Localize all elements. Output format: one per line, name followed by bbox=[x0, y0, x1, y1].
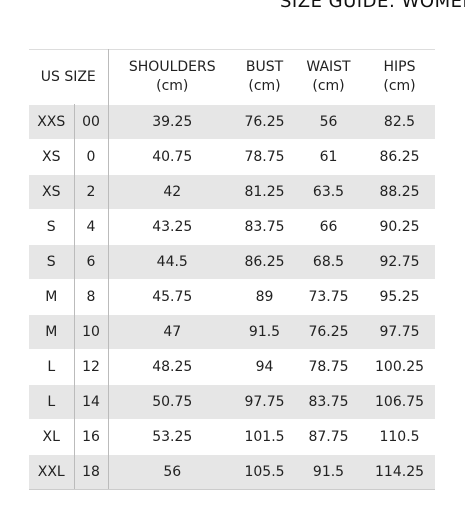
shoulders-value: 47 bbox=[108, 314, 237, 350]
hips-value: 92.75 bbox=[364, 244, 436, 280]
waist-value: 87.75 bbox=[293, 419, 365, 455]
header-bust-unit: (cm) bbox=[248, 78, 281, 94]
shoulders-value: 48.25 bbox=[108, 349, 237, 385]
hips-value: 88.25 bbox=[364, 174, 436, 210]
size-number: 8 bbox=[74, 279, 109, 315]
table-row: XXL 18 56 105.5 91.5 114.25 bbox=[29, 454, 436, 490]
table-row: XS 0 40.75 78.75 61 86.25 bbox=[29, 139, 436, 175]
table-row: S 6 44.5 86.25 68.5 92.75 bbox=[29, 244, 436, 280]
size-label: XXS bbox=[29, 104, 75, 140]
table-row: L 14 50.75 97.75 83.75 106.75 bbox=[29, 384, 436, 420]
size-label: XS bbox=[29, 174, 75, 210]
header-shoulders: SHOULDERS (cm) bbox=[108, 49, 237, 105]
header-hips-label: HIPS bbox=[383, 59, 416, 75]
hips-value: 110.5 bbox=[364, 419, 436, 455]
page-title: SIZE GUIDE: WOMEN bbox=[280, 0, 465, 12]
header-shoulders-label: SHOULDERS bbox=[128, 59, 216, 75]
shoulders-value: 45.75 bbox=[108, 279, 237, 315]
size-number: 18 bbox=[74, 454, 109, 490]
shoulders-value: 43.25 bbox=[108, 209, 237, 245]
header-shoulders-unit: (cm) bbox=[156, 78, 189, 94]
header-us-size: US SIZE bbox=[29, 49, 109, 105]
size-label: XXL bbox=[29, 454, 75, 490]
table-row: XL 16 53.25 101.5 87.75 110.5 bbox=[29, 419, 436, 455]
size-number: 16 bbox=[74, 419, 109, 455]
shoulders-value: 39.25 bbox=[108, 104, 237, 140]
size-label: M bbox=[29, 314, 75, 350]
bust-value: 89 bbox=[236, 279, 294, 315]
size-number: 14 bbox=[74, 384, 109, 420]
size-label: XL bbox=[29, 419, 75, 455]
size-number: 12 bbox=[74, 349, 109, 385]
hips-value: 100.25 bbox=[364, 349, 436, 385]
waist-value: 78.75 bbox=[293, 349, 365, 385]
header-hips-unit: (cm) bbox=[383, 78, 416, 94]
header-bust-label: BUST bbox=[245, 59, 284, 75]
size-number: 2 bbox=[74, 174, 109, 210]
hips-value: 82.5 bbox=[364, 104, 436, 140]
header-waist: WAIST (cm) bbox=[293, 49, 365, 105]
waist-value: 91.5 bbox=[293, 454, 365, 490]
bust-value: 97.75 bbox=[236, 384, 294, 420]
size-number: 4 bbox=[74, 209, 109, 245]
hips-value: 86.25 bbox=[364, 139, 436, 175]
hips-value: 97.75 bbox=[364, 314, 436, 350]
size-label: L bbox=[29, 384, 75, 420]
size-label: L bbox=[29, 349, 75, 385]
bust-value: 86.25 bbox=[236, 244, 294, 280]
header-waist-label: WAIST bbox=[306, 59, 351, 75]
size-number: 0 bbox=[74, 139, 109, 175]
header-bust: BUST (cm) bbox=[236, 49, 294, 105]
table-row: M 10 47 91.5 76.25 97.75 bbox=[29, 314, 436, 350]
size-label: XS bbox=[29, 139, 75, 175]
hips-value: 106.75 bbox=[364, 384, 436, 420]
size-label: S bbox=[29, 209, 75, 245]
size-guide-table: US SIZE SHOULDERS (cm) BUST (cm) WAIST (… bbox=[29, 49, 436, 490]
size-number: 6 bbox=[74, 244, 109, 280]
size-label: M bbox=[29, 279, 75, 315]
hips-value: 114.25 bbox=[364, 454, 436, 490]
header-waist-unit: (cm) bbox=[312, 78, 345, 94]
bust-value: 76.25 bbox=[236, 104, 294, 140]
shoulders-value: 56 bbox=[108, 454, 237, 490]
waist-value: 83.75 bbox=[293, 384, 365, 420]
table-row: S 4 43.25 83.75 66 90.25 bbox=[29, 209, 436, 245]
hips-value: 90.25 bbox=[364, 209, 436, 245]
waist-value: 56 bbox=[293, 104, 365, 140]
shoulders-value: 40.75 bbox=[108, 139, 237, 175]
table-row: XXS 00 39.25 76.25 56 82.5 bbox=[29, 104, 436, 140]
bust-value: 78.75 bbox=[236, 139, 294, 175]
table-row: M 8 45.75 89 73.75 95.25 bbox=[29, 279, 436, 315]
shoulders-value: 42 bbox=[108, 174, 237, 210]
shoulders-value: 53.25 bbox=[108, 419, 237, 455]
bust-value: 94 bbox=[236, 349, 294, 385]
header-hips: HIPS (cm) bbox=[364, 49, 436, 105]
shoulders-value: 44.5 bbox=[108, 244, 237, 280]
hips-value: 95.25 bbox=[364, 279, 436, 315]
waist-value: 66 bbox=[293, 209, 365, 245]
size-label: S bbox=[29, 244, 75, 280]
table-row: L 12 48.25 94 78.75 100.25 bbox=[29, 349, 436, 385]
header-row: US SIZE SHOULDERS (cm) BUST (cm) WAIST (… bbox=[29, 49, 436, 105]
waist-value: 73.75 bbox=[293, 279, 365, 315]
waist-value: 61 bbox=[293, 139, 365, 175]
bust-value: 83.75 bbox=[236, 209, 294, 245]
shoulders-value: 50.75 bbox=[108, 384, 237, 420]
bust-value: 101.5 bbox=[236, 419, 294, 455]
size-number: 00 bbox=[74, 104, 109, 140]
bust-value: 91.5 bbox=[236, 314, 294, 350]
waist-value: 68.5 bbox=[293, 244, 365, 280]
waist-value: 76.25 bbox=[293, 314, 365, 350]
size-number: 10 bbox=[74, 314, 109, 350]
table-row: XS 2 42 81.25 63.5 88.25 bbox=[29, 174, 436, 210]
bust-value: 81.25 bbox=[236, 174, 294, 210]
waist-value: 63.5 bbox=[293, 174, 365, 210]
bust-value: 105.5 bbox=[236, 454, 294, 490]
